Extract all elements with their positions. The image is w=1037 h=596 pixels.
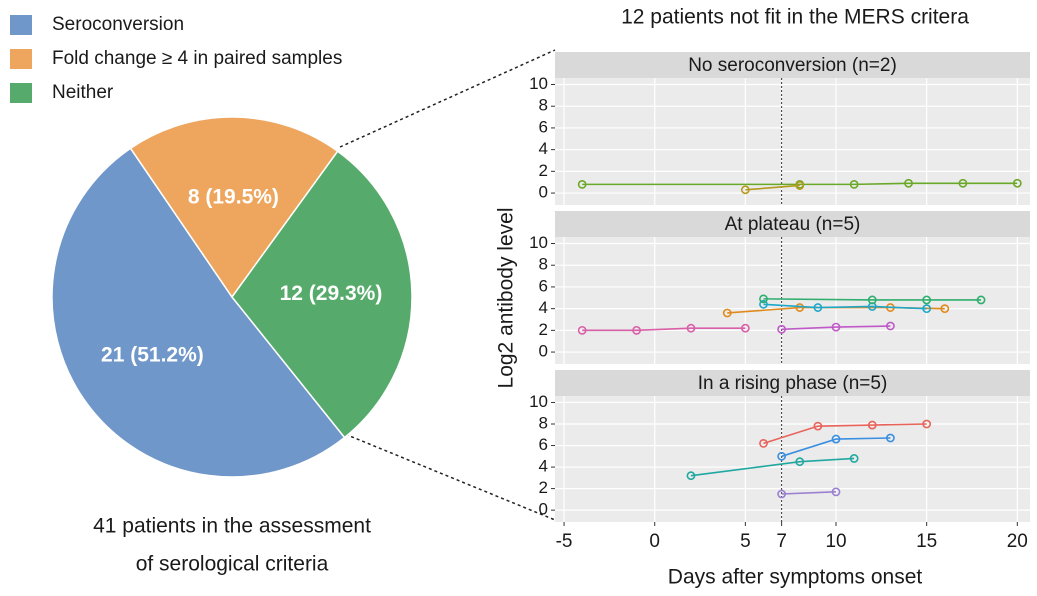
y-tick-label: 6	[539, 276, 548, 295]
data-point	[795, 457, 805, 467]
y-tick-label: 6	[539, 435, 548, 454]
data-point	[722, 308, 732, 318]
legend-label: Fold change ≥ 4 in paired samples	[52, 48, 342, 69]
data-point	[813, 421, 823, 431]
y-tick-label: 10	[529, 392, 548, 411]
data-point	[958, 178, 968, 188]
y-tick-label: 10	[529, 233, 548, 252]
data-point	[577, 179, 587, 189]
x-tick-label: 15	[916, 531, 937, 552]
series-line	[763, 298, 982, 301]
y-tick-label: 8	[539, 255, 548, 274]
caption: of serological criteria	[136, 553, 329, 576]
y-axis-label: Log2 antibody level	[495, 208, 518, 389]
legend-swatch	[10, 49, 32, 69]
data-point	[777, 451, 787, 461]
data-point	[831, 322, 841, 332]
data-point	[922, 295, 932, 305]
pie-slice	[51, 147, 346, 478]
data-point	[759, 294, 768, 304]
data-point	[849, 179, 859, 189]
facet-title: In a rising phase (n=5)	[698, 373, 888, 394]
data-point	[686, 471, 696, 481]
series-line	[582, 182, 1018, 186]
data-point	[922, 419, 932, 429]
plot-background	[555, 396, 1030, 522]
caption: 41 patients in the assessment	[93, 515, 371, 538]
data-point	[886, 321, 895, 331]
series-line	[582, 327, 746, 332]
data-point	[831, 434, 841, 444]
y-tick-label: 0	[539, 183, 548, 202]
data-point	[886, 433, 895, 443]
legend-swatch	[10, 15, 32, 35]
y-tick-label: 2	[539, 161, 548, 180]
y-tick-label: 8	[539, 96, 548, 115]
panel-title: 12 patients not fit in the MERS critera	[621, 6, 969, 29]
x-tick-label: 20	[1007, 531, 1028, 552]
facet-strip	[555, 211, 1030, 237]
data-point	[795, 181, 805, 190]
data-point	[831, 487, 841, 497]
data-point	[759, 438, 768, 448]
facet-title: At plateau (n=5)	[725, 214, 861, 235]
data-point	[904, 178, 913, 188]
series-line	[745, 184, 800, 191]
data-point	[922, 304, 932, 314]
legend-label: Neither	[52, 82, 114, 103]
pie-slice	[231, 150, 413, 439]
slice-label: 12 (29.3%)	[280, 282, 383, 305]
x-tick-label: 0	[649, 531, 660, 552]
y-tick-label: 4	[539, 457, 548, 476]
data-point	[740, 185, 750, 195]
data-point	[867, 295, 877, 305]
slice-label: 21 (51.2%)	[101, 343, 204, 366]
series-line	[690, 457, 855, 477]
x-axis-label: Days after symptoms onset	[668, 566, 923, 589]
y-tick-label: 10	[529, 74, 548, 93]
x-tick-label: -5	[556, 531, 573, 552]
y-tick-label: 2	[539, 478, 548, 497]
y-tick-label: 4	[539, 139, 548, 158]
data-point	[759, 299, 768, 309]
y-tick-label: 4	[539, 298, 548, 317]
data-point	[777, 489, 787, 499]
facet-title: No seroconversion (n=2)	[688, 55, 897, 76]
data-point	[686, 323, 696, 333]
series-line	[781, 491, 837, 495]
connector	[339, 431, 556, 521]
pie-slice	[129, 116, 339, 299]
data-point	[795, 303, 805, 312]
facet-strip	[555, 370, 1030, 396]
series-line	[781, 437, 891, 458]
x-tick-label: 7	[776, 531, 787, 552]
series-line	[781, 325, 891, 331]
data-point	[740, 323, 750, 333]
data-point	[1012, 178, 1022, 188]
y-tick-label: 0	[539, 342, 548, 361]
data-point	[777, 324, 787, 334]
connector	[339, 49, 556, 148]
series-line	[763, 423, 927, 445]
data-point	[940, 304, 950, 314]
data-point	[867, 420, 877, 430]
data-point	[849, 454, 859, 463]
y-tick-label: 6	[539, 117, 548, 136]
facet-strip	[555, 52, 1030, 78]
legend-swatch	[10, 83, 32, 103]
slice-label: 8 (19.5%)	[188, 186, 279, 209]
x-tick-label: 10	[825, 531, 846, 552]
y-tick-label: 0	[539, 500, 548, 519]
data-point	[813, 303, 823, 312]
data-point	[632, 325, 641, 335]
data-point	[577, 325, 587, 335]
y-tick-label: 2	[539, 320, 548, 339]
x-tick-label: 5	[740, 531, 751, 552]
series-line	[763, 303, 927, 310]
data-point	[976, 295, 986, 305]
y-tick-label: 8	[539, 413, 548, 432]
legend-label: Seroconversion	[52, 14, 184, 35]
